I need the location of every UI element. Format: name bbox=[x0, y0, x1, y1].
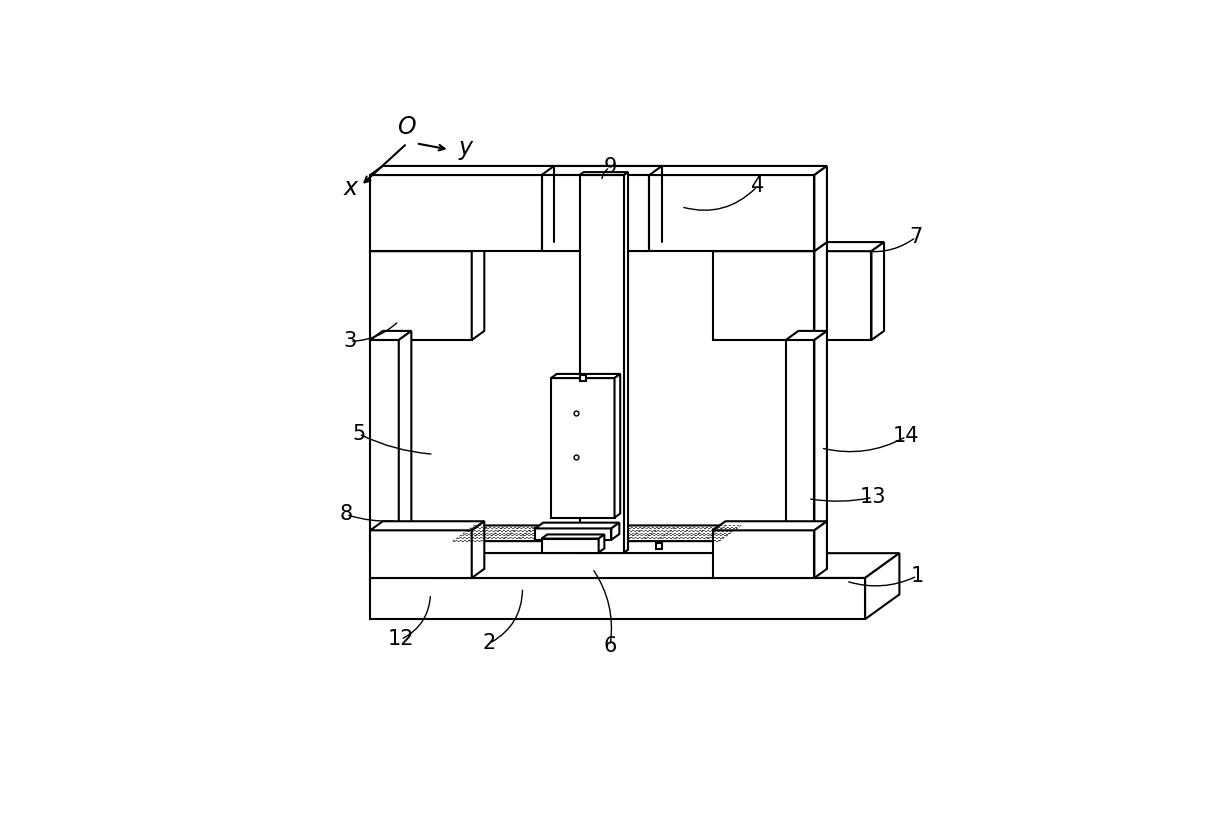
Polygon shape bbox=[551, 374, 620, 378]
Polygon shape bbox=[370, 553, 899, 578]
Polygon shape bbox=[814, 331, 827, 553]
Polygon shape bbox=[535, 528, 611, 540]
Polygon shape bbox=[370, 166, 827, 175]
Polygon shape bbox=[434, 535, 827, 553]
Text: 6: 6 bbox=[604, 636, 616, 656]
Polygon shape bbox=[472, 522, 485, 578]
Polygon shape bbox=[713, 251, 814, 340]
Polygon shape bbox=[370, 340, 399, 553]
Polygon shape bbox=[713, 242, 827, 251]
Polygon shape bbox=[579, 175, 624, 553]
Polygon shape bbox=[370, 331, 411, 340]
Text: 5: 5 bbox=[352, 424, 365, 444]
Text: 14: 14 bbox=[893, 427, 920, 447]
Text: 9: 9 bbox=[604, 157, 616, 177]
Text: 3: 3 bbox=[343, 331, 357, 351]
Polygon shape bbox=[713, 522, 827, 531]
Polygon shape bbox=[370, 251, 472, 340]
Polygon shape bbox=[599, 535, 604, 553]
Polygon shape bbox=[758, 251, 872, 340]
Polygon shape bbox=[453, 526, 740, 541]
Polygon shape bbox=[370, 578, 865, 619]
Polygon shape bbox=[865, 553, 899, 619]
Polygon shape bbox=[453, 541, 720, 553]
Polygon shape bbox=[472, 242, 485, 340]
Polygon shape bbox=[541, 539, 599, 553]
Polygon shape bbox=[541, 175, 649, 251]
Polygon shape bbox=[802, 535, 827, 578]
Polygon shape bbox=[551, 378, 615, 517]
Polygon shape bbox=[720, 526, 740, 553]
Polygon shape bbox=[434, 553, 802, 578]
Text: 1: 1 bbox=[910, 566, 924, 586]
Polygon shape bbox=[370, 522, 485, 531]
Polygon shape bbox=[786, 331, 827, 340]
Polygon shape bbox=[541, 535, 604, 539]
Polygon shape bbox=[814, 242, 827, 340]
Text: 2: 2 bbox=[483, 634, 496, 653]
Polygon shape bbox=[872, 242, 884, 340]
Text: 13: 13 bbox=[860, 487, 886, 508]
Polygon shape bbox=[713, 531, 814, 578]
Text: 7: 7 bbox=[909, 227, 922, 247]
Text: $O$: $O$ bbox=[397, 116, 417, 139]
Text: 4: 4 bbox=[750, 176, 764, 196]
Text: 8: 8 bbox=[339, 504, 353, 524]
Polygon shape bbox=[370, 175, 814, 251]
Text: 12: 12 bbox=[387, 630, 415, 649]
Polygon shape bbox=[624, 172, 629, 553]
Polygon shape bbox=[814, 166, 827, 251]
Polygon shape bbox=[535, 522, 620, 528]
Text: $y$: $y$ bbox=[458, 139, 475, 162]
Polygon shape bbox=[399, 331, 411, 553]
Polygon shape bbox=[758, 242, 884, 251]
Polygon shape bbox=[370, 242, 485, 251]
Polygon shape bbox=[370, 531, 472, 578]
Text: $x$: $x$ bbox=[343, 177, 359, 200]
Polygon shape bbox=[814, 522, 827, 578]
Polygon shape bbox=[615, 374, 620, 517]
Polygon shape bbox=[786, 340, 814, 553]
Polygon shape bbox=[579, 172, 629, 175]
Polygon shape bbox=[611, 522, 620, 540]
